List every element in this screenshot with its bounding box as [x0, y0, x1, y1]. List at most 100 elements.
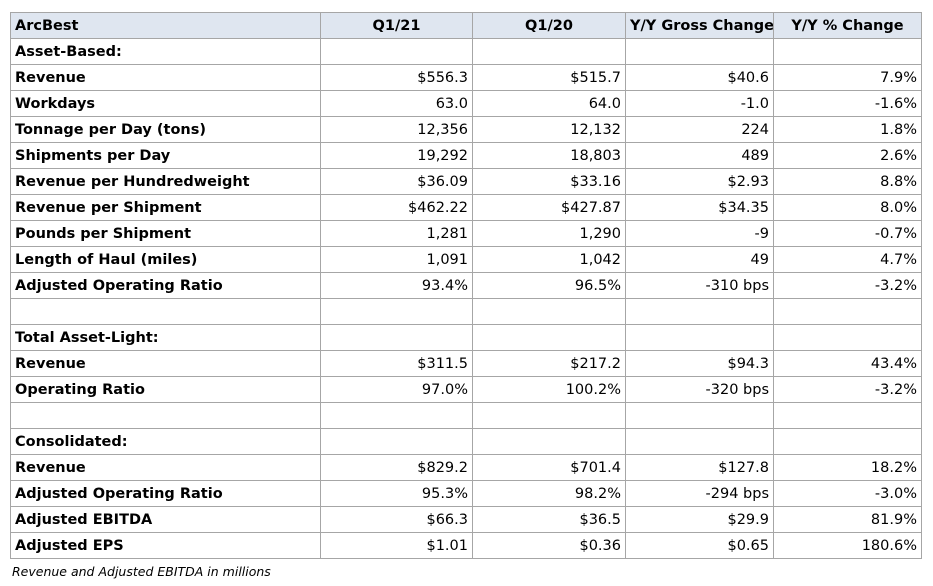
table-row: Pounds per Shipment 1,281 1,290 -9 -0.7%: [10, 220, 922, 247]
cell-yy-gross-change: $34.35: [625, 194, 774, 221]
row-label: Revenue: [10, 454, 321, 481]
cell-yy-pct-change: 43.4%: [773, 350, 922, 377]
cell-q1-21: 63.0: [320, 90, 473, 117]
table-row: Revenue $311.5 $217.2 $94.3 43.4%: [10, 350, 922, 377]
cell-q1-20: 1,042: [472, 246, 626, 273]
empty-cell: [773, 324, 922, 351]
cell-yy-pct-change: -0.7%: [773, 220, 922, 247]
row-label: Operating Ratio: [10, 376, 321, 403]
table-row: Operating Ratio 97.0% 100.2% -320 bps -3.2%: [10, 376, 922, 403]
empty-cell: [10, 402, 321, 429]
cell-yy-gross-change: -9: [625, 220, 774, 247]
empty-cell: [472, 298, 626, 325]
row-label: Adjusted Operating Ratio: [10, 480, 321, 507]
cell-q1-20: 12,132: [472, 116, 626, 143]
row-label: Shipments per Day: [10, 142, 321, 169]
row-label: Revenue per Hundredweight: [10, 168, 321, 195]
empty-cell: [625, 402, 774, 429]
empty-cell: [472, 38, 626, 65]
cell-yy-gross-change: $0.65: [625, 532, 774, 559]
row-label: Length of Haul (miles): [10, 246, 321, 273]
cell-q1-21: 1,281: [320, 220, 473, 247]
cell-q1-21: 95.3%: [320, 480, 473, 507]
empty-cell: [773, 428, 922, 455]
cell-q1-21: $66.3: [320, 506, 473, 533]
empty-cell: [625, 298, 774, 325]
table-row: Adjusted EBITDA $66.3 $36.5 $29.9 81.9%: [10, 506, 922, 533]
footnote: Revenue and Adjusted EBITDA in millions: [12, 564, 271, 579]
empty-cell: [625, 324, 774, 351]
table-row: Length of Haul (miles) 1,091 1,042 49 4.7%: [10, 246, 922, 273]
cell-q1-20: 18,803: [472, 142, 626, 169]
empty-cell: [320, 402, 473, 429]
table-row: Tonnage per Day (tons) 12,356 12,132 224 1.8…: [10, 116, 922, 143]
results-table: ArcBest Q1/21 Q1/20 Y/Y Gross Change Y/Y…: [10, 12, 922, 559]
section-label: Consolidated:: [10, 428, 321, 455]
cell-yy-gross-change: -1.0: [625, 90, 774, 117]
section-header-row: Consolidated:: [10, 428, 922, 455]
cell-yy-pct-change: -1.6%: [773, 90, 922, 117]
cell-yy-gross-change: $40.6: [625, 64, 774, 91]
header-company: ArcBest: [10, 12, 321, 39]
cell-yy-pct-change: 8.0%: [773, 194, 922, 221]
cell-yy-pct-change: 81.9%: [773, 506, 922, 533]
header-row: ArcBest Q1/21 Q1/20 Y/Y Gross Change Y/Y…: [10, 12, 922, 39]
cell-q1-20: $427.87: [472, 194, 626, 221]
row-label: Revenue per Shipment: [10, 194, 321, 221]
cell-q1-20: 96.5%: [472, 272, 626, 299]
table-row: Adjusted EPS $1.01 $0.36 $0.65 180.6%: [10, 532, 922, 559]
cell-q1-20: $701.4: [472, 454, 626, 481]
cell-yy-pct-change: -3.0%: [773, 480, 922, 507]
cell-yy-gross-change: $127.8: [625, 454, 774, 481]
empty-cell: [773, 402, 922, 429]
cell-q1-20: $33.16: [472, 168, 626, 195]
table-body: Asset-Based: Revenue $556.3 $515.7 $40.6 7.9%…: [10, 38, 922, 559]
cell-yy-gross-change: 489: [625, 142, 774, 169]
table-row: Revenue $829.2 $701.4 $127.8 18.2%: [10, 454, 922, 481]
cell-q1-21: 93.4%: [320, 272, 473, 299]
empty-cell: [773, 38, 922, 65]
cell-yy-gross-change: $29.9: [625, 506, 774, 533]
row-label: Adjusted EPS: [10, 532, 321, 559]
table-row: Adjusted Operating Ratio 93.4% 96.5% -310 b…: [10, 272, 922, 299]
cell-yy-pct-change: 8.8%: [773, 168, 922, 195]
table-row: Workdays 63.0 64.0 -1.0 -1.6%: [10, 90, 922, 117]
results-table-container: ArcBest Q1/21 Q1/20 Y/Y Gross Change Y/Y…: [10, 12, 922, 559]
cell-q1-20: 100.2%: [472, 376, 626, 403]
cell-q1-21: 19,292: [320, 142, 473, 169]
cell-yy-pct-change: 2.6%: [773, 142, 922, 169]
cell-q1-20: 1,290: [472, 220, 626, 247]
section-label: Asset-Based:: [10, 38, 321, 65]
table-row: Revenue per Shipment $462.22 $427.87 $34.35…: [10, 194, 922, 221]
cell-yy-pct-change: 180.6%: [773, 532, 922, 559]
cell-yy-gross-change: 224: [625, 116, 774, 143]
header-q1-21: Q1/21: [320, 12, 473, 39]
cell-yy-pct-change: 1.8%: [773, 116, 922, 143]
empty-cell: [472, 402, 626, 429]
cell-q1-20: 64.0: [472, 90, 626, 117]
cell-yy-pct-change: 4.7%: [773, 246, 922, 273]
cell-q1-20: $36.5: [472, 506, 626, 533]
empty-cell: [320, 428, 473, 455]
cell-q1-21: $462.22: [320, 194, 473, 221]
cell-yy-gross-change: $94.3: [625, 350, 774, 377]
cell-yy-gross-change: 49: [625, 246, 774, 273]
table-row: Revenue $556.3 $515.7 $40.6 7.9%: [10, 64, 922, 91]
cell-q1-21: $311.5: [320, 350, 473, 377]
cell-yy-pct-change: -3.2%: [773, 272, 922, 299]
spacer-row: [10, 298, 922, 325]
cell-q1-21: $36.09: [320, 168, 473, 195]
cell-q1-20: $217.2: [472, 350, 626, 377]
cell-q1-20: $515.7: [472, 64, 626, 91]
section-header-row: Total Asset-Light:: [10, 324, 922, 351]
empty-cell: [10, 298, 321, 325]
header-q1-20: Q1/20: [472, 12, 626, 39]
cell-q1-20: 98.2%: [472, 480, 626, 507]
cell-q1-21: $829.2: [320, 454, 473, 481]
empty-cell: [320, 324, 473, 351]
table-row: Revenue per Hundredweight $36.09 $33.16 $2.…: [10, 168, 922, 195]
cell-q1-21: 12,356: [320, 116, 473, 143]
cell-yy-gross-change: -310 bps: [625, 272, 774, 299]
empty-cell: [320, 298, 473, 325]
row-label: Tonnage per Day (tons): [10, 116, 321, 143]
